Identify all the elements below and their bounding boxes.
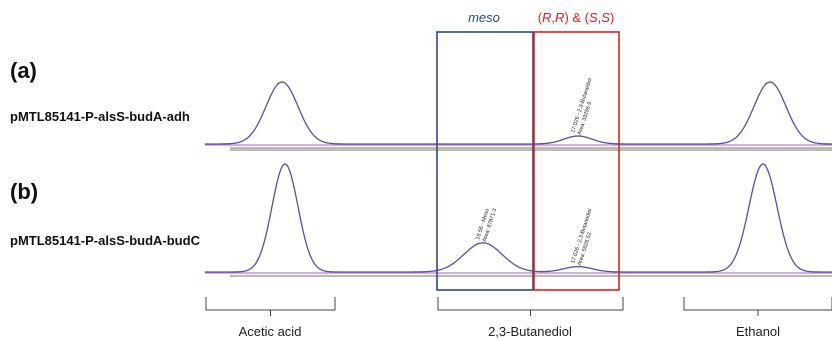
chromatogram-trace [205, 163, 832, 273]
sample-label-b: pMTL85141-P-alsS-budA-budC [10, 233, 201, 248]
region-bracket [205, 297, 336, 311]
rr-ss-title-part: R [555, 10, 564, 25]
region-label-acetic-acid: Acetic acid [239, 324, 302, 339]
peak-apex [762, 163, 764, 165]
chromatogram-trace [205, 81, 832, 145]
region-label-butanediol: 2,3-Butanediol [488, 324, 572, 339]
rr-ss-title-part: ) [610, 10, 614, 25]
peak-apex [281, 81, 283, 83]
region-label-ethanol: Ethanol [736, 324, 780, 339]
rr-ss-title-part: S [601, 10, 610, 25]
rr-ss-title-part: , [551, 10, 555, 25]
panel-label-a: (a) [10, 58, 37, 83]
rr-ss-title-part: S [589, 10, 598, 25]
meso-box-title: meso [468, 10, 500, 25]
region-brackets [205, 297, 832, 316]
peak-apex [769, 81, 771, 83]
peak-apex [577, 265, 579, 268]
peak-apex [482, 242, 484, 244]
peak-apex [284, 163, 286, 165]
peak-apex [577, 135, 579, 137]
region-bracket [683, 297, 832, 311]
rr-ss-title-part: , [598, 10, 602, 25]
rr-ss-title-part: ( [538, 10, 543, 25]
region-bracket [437, 297, 624, 311]
rr-ss-box [533, 31, 620, 291]
meso-box [436, 31, 534, 291]
highlight-boxes [436, 31, 620, 291]
panel-label-b: (b) [10, 179, 38, 204]
rr-ss-title-part: R [542, 10, 551, 25]
panel-separators [230, 147, 832, 277]
sample-label-a: pMTL85141-P-alsS-budA-adh [10, 109, 190, 124]
rr-ss-title-part: ) & ( [564, 10, 589, 25]
rr-ss-box-title: (R,R) & (S,S) [538, 10, 615, 25]
